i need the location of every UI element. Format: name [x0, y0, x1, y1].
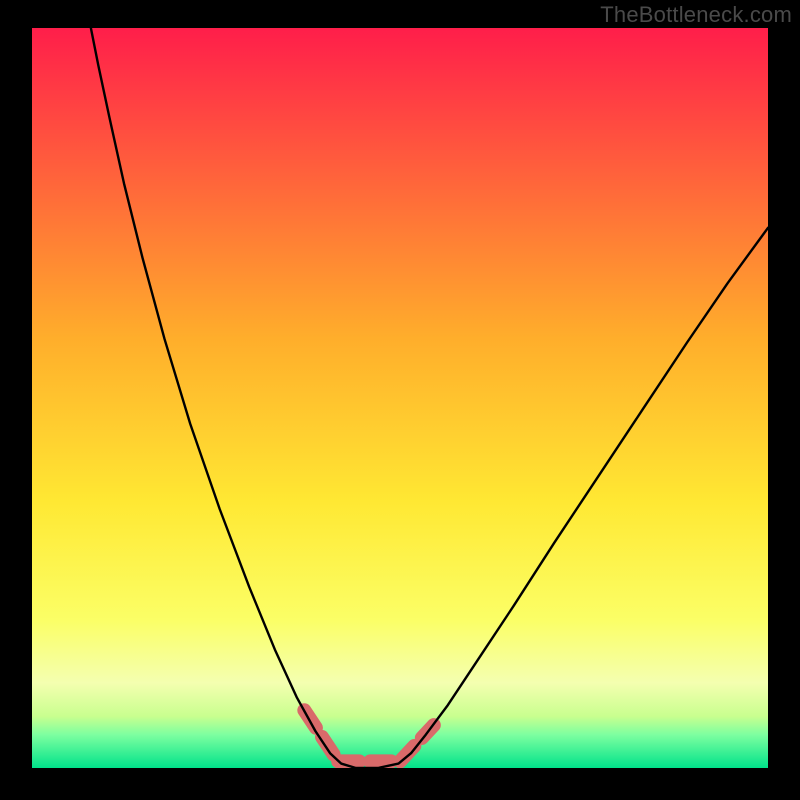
gradient-background	[32, 28, 768, 768]
bottleneck-chart	[0, 0, 800, 800]
watermark-text: TheBottleneck.com	[600, 2, 792, 28]
chart-container: TheBottleneck.com	[0, 0, 800, 800]
